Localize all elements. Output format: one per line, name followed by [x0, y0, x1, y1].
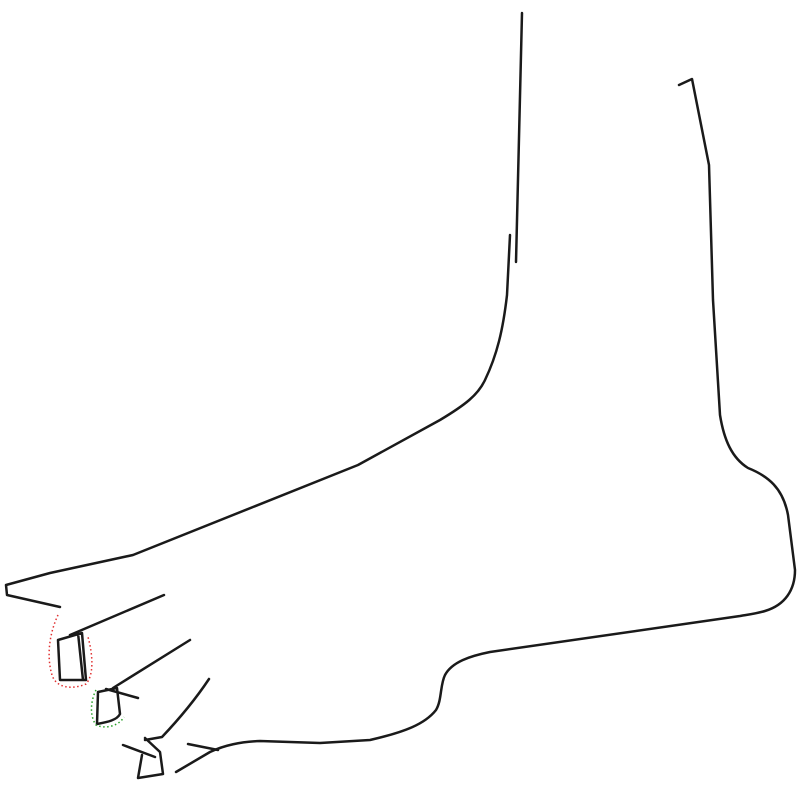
big-toe-outline: [48, 614, 93, 688]
big-toe-nail: [56, 631, 88, 682]
third-toe-nail: [121, 736, 165, 780]
foot-top-outline: [4, 233, 512, 609]
second-toe-nail: [95, 686, 140, 726]
second-toe-line: [111, 638, 192, 690]
second-toe-outline: [90, 689, 125, 728]
fourth-toe-line: [186, 742, 220, 752]
big-toe-line: [68, 593, 166, 637]
third-toe-line: [143, 677, 211, 742]
shin-front-line: [514, 11, 524, 264]
heel-sole-outline: [174, 77, 797, 774]
